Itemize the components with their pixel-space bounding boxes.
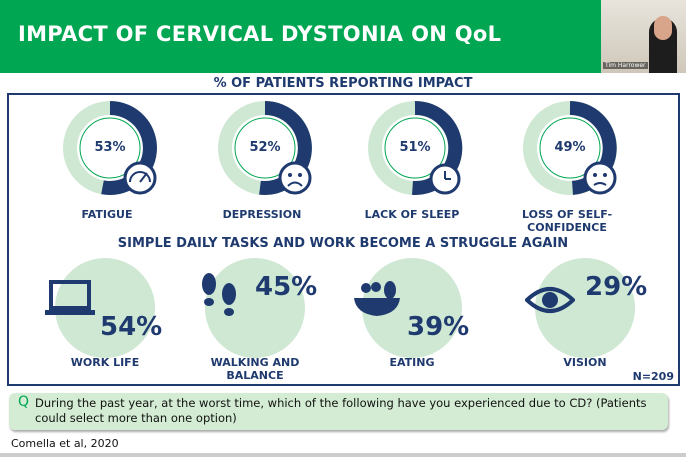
donut-arc xyxy=(259,101,312,195)
task-label: VISION xyxy=(563,356,607,369)
impact-donut xyxy=(63,101,157,195)
impact-value: 53% xyxy=(94,140,126,155)
task-value: 54% xyxy=(100,312,163,342)
task-circle xyxy=(205,258,305,358)
task-circle xyxy=(535,258,635,358)
donut-hole xyxy=(79,117,141,179)
slide-title: IMPACT OF CERVICAL DYSTONIA ON QoL xyxy=(18,22,502,46)
impact-label: FATIGUE xyxy=(81,208,133,221)
impact-label: LACK OF SLEEP xyxy=(364,208,460,221)
eye-icon xyxy=(525,287,575,313)
speedometer-icon xyxy=(123,161,157,195)
worried-face-icon xyxy=(583,161,617,195)
impact-donut xyxy=(368,100,463,195)
participant-face xyxy=(654,16,672,40)
tasks-heading: SIMPLE DAILY TASKS AND WORK BECOME A STR… xyxy=(117,236,569,251)
fruit-bowl-icon xyxy=(354,281,400,316)
donut-hole xyxy=(234,117,296,179)
donut-arc xyxy=(412,100,463,195)
impact-label: DEPRESSION xyxy=(222,208,302,221)
donut-hole xyxy=(384,117,446,179)
slide-header: IMPACT OF CERVICAL DYSTONIA ON QoL xyxy=(0,0,686,73)
section-heading: % OF PATIENTS REPORTING IMPACT xyxy=(213,76,473,91)
video-thumbnail[interactable]: Tim Harrower xyxy=(601,0,686,73)
task-value: 39% xyxy=(407,312,470,342)
infographic-box xyxy=(7,93,680,386)
question-bubble: Q During the past year, at the worst tim… xyxy=(9,393,668,430)
citation: Comella et al, 2020 xyxy=(11,437,119,450)
impact-value: 52% xyxy=(249,140,281,155)
impact-donut xyxy=(218,101,312,195)
task-label: WORK LIFE xyxy=(70,356,140,369)
question-text: During the past year, at the worst time,… xyxy=(35,396,647,425)
alarm-clock-icon xyxy=(429,163,461,195)
task-label: EATING xyxy=(389,356,435,369)
question-marker: Q xyxy=(18,394,30,410)
impact-value: 51% xyxy=(399,140,431,155)
impact-label: LOSS OF SELF-CONFIDENCE xyxy=(521,208,613,234)
task-value: 45% xyxy=(255,272,318,302)
laptop-icon xyxy=(45,280,95,315)
footer-bar xyxy=(0,453,686,457)
participant-name: Tim Harrower xyxy=(603,62,648,69)
donut-hole xyxy=(539,117,601,179)
footprints-icon xyxy=(202,273,236,316)
task-label: WALKING AND BALANCE xyxy=(210,356,300,382)
sad-face-rain-cloud-icon xyxy=(278,161,312,195)
impact-value: 49% xyxy=(554,140,586,155)
sample-size: N=209 xyxy=(632,370,674,383)
donut-arc xyxy=(101,101,157,195)
task-value: 29% xyxy=(585,272,648,302)
